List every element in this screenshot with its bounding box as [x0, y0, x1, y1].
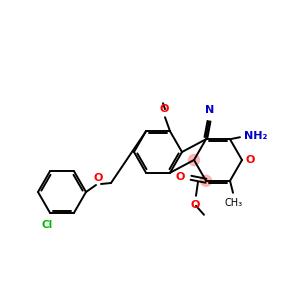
Text: NH₂: NH₂: [244, 131, 267, 141]
Text: O: O: [159, 104, 169, 114]
Text: N: N: [206, 105, 214, 115]
Text: Cl: Cl: [41, 220, 52, 230]
Circle shape: [188, 154, 200, 166]
Text: O: O: [93, 173, 103, 183]
Text: CH₃: CH₃: [225, 198, 243, 208]
Text: O: O: [176, 172, 185, 182]
Text: O: O: [190, 200, 200, 210]
Text: O: O: [245, 155, 254, 165]
Circle shape: [200, 175, 211, 186]
